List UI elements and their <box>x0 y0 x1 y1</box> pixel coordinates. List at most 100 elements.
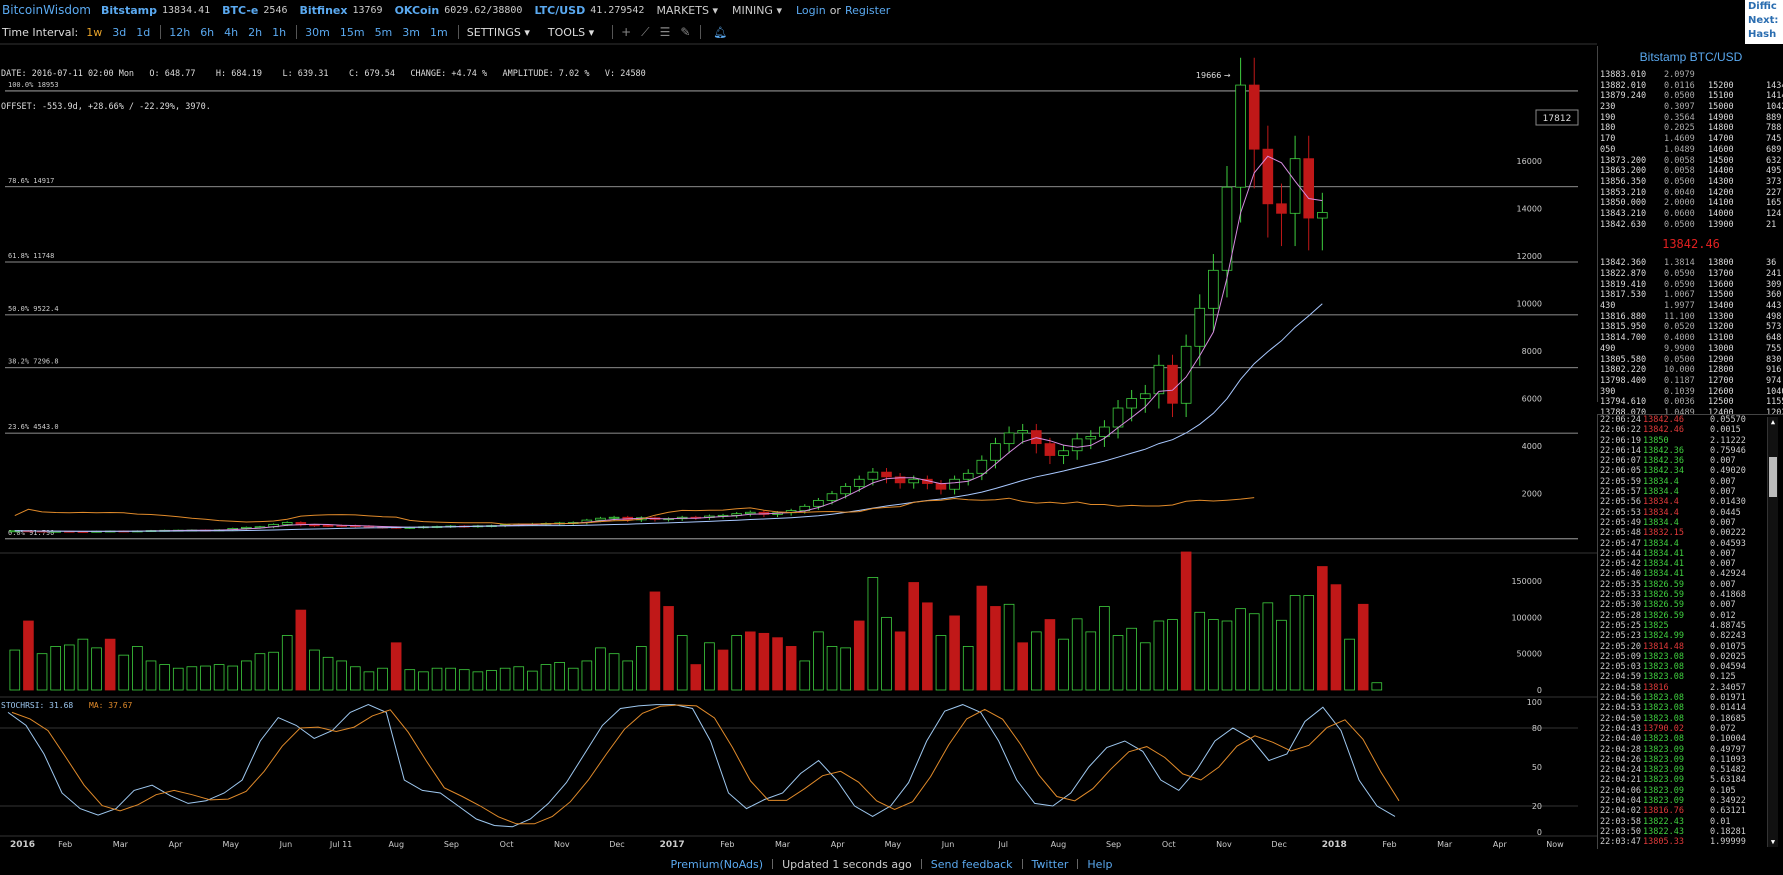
orderbook-cell: 889 <box>1766 112 1782 123</box>
markets-menu[interactable]: MARKETS ▾ <box>656 4 718 17</box>
trade-row: 22:05:53 13834.4 0.0445 <box>1598 508 1783 518</box>
interval-1h[interactable]: 1h <box>272 25 287 39</box>
interval-6h[interactable]: 6h <box>200 25 215 39</box>
send-feedback-link[interactable]: Send feedback <box>930 857 1013 871</box>
crosshair-tool-icon[interactable]: + <box>621 25 632 39</box>
trade-row: 22:04:50 13823.08 0.18685 <box>1598 714 1783 724</box>
register-link[interactable]: Register <box>844 3 891 17</box>
bell-icon[interactable]: 🔔︎ <box>713 25 728 39</box>
trade-row: 22:05:49 13834.4 0.007 <box>1598 518 1783 528</box>
orderbook-cell: 13900 <box>1708 219 1734 230</box>
fib-tool-icon[interactable]: ☰ <box>659 25 671 39</box>
volume-bar <box>254 653 266 691</box>
tools-menu[interactable]: TOOLS ▾ <box>548 26 594 39</box>
trade-time: 22:04:26 <box>1600 754 1641 765</box>
ma-short-line <box>14 155 1323 532</box>
exchange-bitfinex-price: 13769 <box>352 4 383 16</box>
volume-bar <box>949 615 960 691</box>
orderbook-bids-row: 13816.880 11.100 13300 498 <box>1598 312 1783 323</box>
trade-price: 13823.09 <box>1643 775 1684 786</box>
scroll-down-icon[interactable]: ▼ <box>1770 838 1776 846</box>
trade-amount: 0.11093 <box>1710 754 1746 765</box>
interval-3d[interactable]: 3d <box>112 25 127 39</box>
orderbook-asks-row: 13843.210 0.0600 14000 124 <box>1598 209 1783 220</box>
premium-link[interactable]: Premium(NoAds) <box>670 857 764 871</box>
orderbook-cell: 689 <box>1766 144 1782 155</box>
trade-row: 22:06:05 13842.34 0.49020 <box>1598 466 1783 476</box>
exchange-okcoin[interactable]: OKCoin <box>394 3 440 17</box>
trade-price: 13826.59 <box>1643 600 1684 611</box>
price-tick: 8000 <box>1522 347 1542 356</box>
trade-time: 22:05:56 <box>1600 497 1641 508</box>
twitter-link[interactable]: Twitter <box>1031 857 1069 871</box>
volume-bar <box>676 635 688 691</box>
settings-menu[interactable]: SETTINGS ▾ <box>467 26 530 39</box>
help-link[interactable]: Help <box>1087 857 1113 871</box>
orderbook-cell: 14100 <box>1708 198 1734 209</box>
orderbook-bids-row: 490 9.9900 13000 755 <box>1598 344 1783 355</box>
orderbook-asks-row: 13842.630 0.0500 13900 21 <box>1598 220 1783 231</box>
interval-1w[interactable]: 1w <box>86 25 103 39</box>
mining-label: MINING <box>732 3 773 17</box>
trade-price: 13834.4 <box>1643 517 1679 528</box>
trade-row: 22:05:40 13834.41 0.42924 <box>1598 569 1783 579</box>
exchange-btce[interactable]: BTC-e <box>222 3 259 17</box>
trade-amount: 0.01414 <box>1710 703 1746 714</box>
exchange-ltcusd[interactable]: LTC/USD <box>534 3 586 17</box>
caret-down-icon: ▾ <box>776 3 782 17</box>
trade-price: 13824.99 <box>1643 631 1684 642</box>
orderbook-bids-row: 13815.950 0.0520 13200 573 <box>1598 322 1783 333</box>
orderbook-cell: 13805.580 <box>1600 354 1647 365</box>
trade-amount: 0.072 <box>1710 723 1736 734</box>
interval-2h[interactable]: 2h <box>248 25 263 39</box>
orderbook-mid-price: 13842.46 <box>1662 237 1720 252</box>
interval-5m[interactable]: 5m <box>374 25 393 39</box>
interval-1d[interactable]: 1d <box>136 25 151 39</box>
orderbook-cell: 13100 <box>1708 333 1734 344</box>
orderbook-cell: 373 <box>1766 176 1782 187</box>
brand-logo[interactable]: BitcoinWisdom <box>2 3 91 17</box>
interval-1m[interactable]: 1m <box>430 25 448 39</box>
trades-scrollbar[interactable]: ▲ ▼ <box>1767 417 1778 847</box>
volume-bar <box>513 666 525 691</box>
stoch-tick: 100 <box>1527 698 1542 707</box>
pen-tool-icon[interactable]: ✎ <box>680 25 691 39</box>
trade-price: 13805.33 <box>1643 837 1684 848</box>
stochrsi-ma-label: MA: 37.67 <box>89 701 133 710</box>
interval-3m[interactable]: 3m <box>402 25 420 39</box>
stochrsi-ma-line <box>11 704 1400 825</box>
interval-12h[interactable]: 12h <box>169 25 191 39</box>
price-chart[interactable]: 100.0% 18953 78.6% 14917 61.8% 11748 50.0% … <box>0 0 1597 853</box>
orderbook-bids-row: 13819.410 0.0590 13600 309 <box>1598 280 1783 291</box>
mining-menu[interactable]: MINING ▾ <box>732 4 782 17</box>
orderbook-cell: 15200 <box>1708 80 1734 91</box>
exchange-bitfinex[interactable]: Bitfinex <box>299 3 348 17</box>
interval-15m[interactable]: 15m <box>339 25 365 39</box>
login-link[interactable]: Login <box>796 3 826 17</box>
volume-bar <box>622 660 634 691</box>
orderbook-asks-row: 180 0.2025 14800 788 <box>1598 123 1783 134</box>
interval-30m[interactable]: 30m <box>305 25 330 39</box>
candle <box>1194 307 1206 347</box>
line-tool-icon[interactable]: ⟋ <box>641 24 650 39</box>
scroll-up-icon[interactable]: ▲ <box>1770 418 1776 426</box>
interval-4h[interactable]: 4h <box>224 25 239 39</box>
orderbook-cell: 0.4000 <box>1664 333 1695 344</box>
volume-bar <box>363 671 375 691</box>
trade-time: 22:05:42 <box>1600 559 1641 570</box>
trade-row: 22:06:22 13842.46 0.0015 <box>1598 425 1783 435</box>
candle <box>1235 84 1246 188</box>
orderbook-asks: 13883.0102.097913882.0100.01161520014341… <box>1598 70 1783 230</box>
volume-bar <box>1194 611 1206 691</box>
candle <box>1317 212 1328 219</box>
exchange-bitstamp[interactable]: Bitstamp <box>101 3 157 17</box>
current-price-badge <box>1535 109 1579 126</box>
orderbook-cell: 0.0590 <box>1664 269 1695 279</box>
volume-bar <box>472 671 484 691</box>
volume-bar <box>1289 595 1301 691</box>
scrollbar-thumb[interactable] <box>1769 457 1777 497</box>
volume-tick: 0 <box>1537 686 1542 695</box>
orderbook-cell: 0.0058 <box>1664 166 1695 177</box>
trade-time: 22:05:30 <box>1600 600 1641 611</box>
